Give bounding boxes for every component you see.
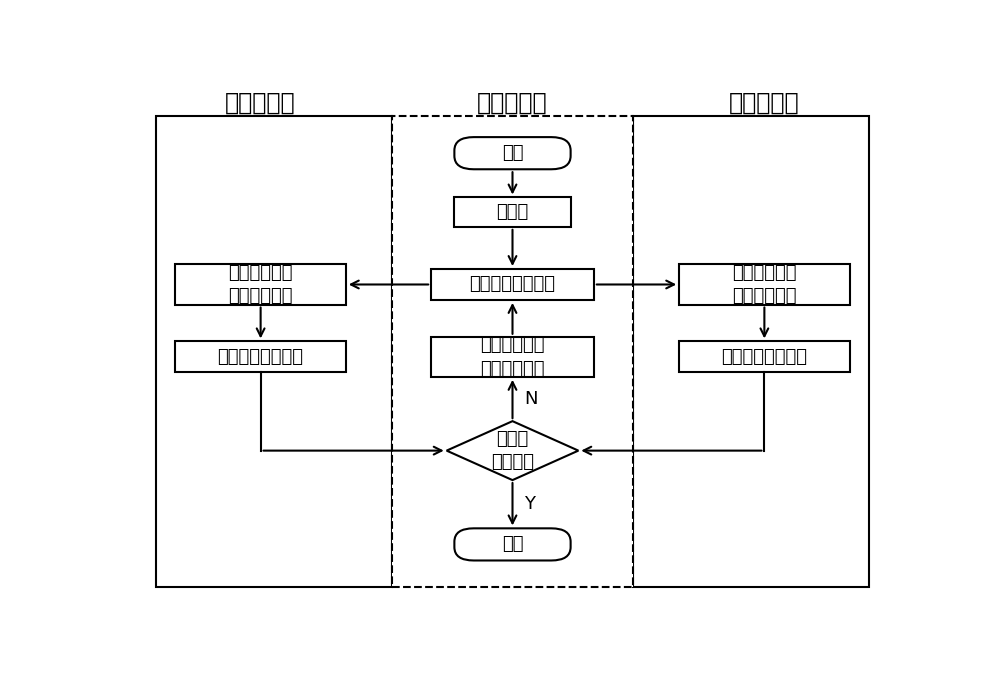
Bar <box>156 116 392 587</box>
Bar <box>679 341 850 372</box>
Bar <box>431 269 594 300</box>
Bar <box>633 116 869 587</box>
Text: 初始化: 初始化 <box>496 203 529 221</box>
Bar <box>175 264 346 305</box>
Bar <box>175 341 346 372</box>
Text: 一回路系统: 一回路系统 <box>225 90 296 114</box>
Text: Y: Y <box>524 496 535 513</box>
Text: 接收计算结果
作为边界条件: 接收计算结果 作为边界条件 <box>732 264 797 306</box>
Text: 完成全
时段计算: 完成全 时段计算 <box>491 430 534 471</box>
Text: 计算一个时间步长: 计算一个时间步长 <box>218 348 304 366</box>
Polygon shape <box>447 421 578 480</box>
Text: 接收计算结果
作为边界条件: 接收计算结果 作为边界条件 <box>480 336 545 378</box>
Text: 计算一个时间步长: 计算一个时间步长 <box>721 348 807 366</box>
Text: 接收计算结果
作为边界条件: 接收计算结果 作为边界条件 <box>228 264 293 306</box>
FancyBboxPatch shape <box>454 528 571 560</box>
Bar <box>454 198 571 227</box>
Bar <box>431 337 594 377</box>
Text: 开始: 开始 <box>502 144 523 162</box>
FancyBboxPatch shape <box>454 137 571 169</box>
Bar <box>392 116 633 587</box>
Text: 蒸汽发生器: 蒸汽发生器 <box>477 90 548 114</box>
Text: 二回路系统: 二回路系统 <box>729 90 800 114</box>
Bar <box>679 264 850 305</box>
Text: N: N <box>524 390 538 408</box>
Text: 结束: 结束 <box>502 535 523 553</box>
Text: 计算一个时间步长: 计算一个时间步长 <box>470 276 556 294</box>
